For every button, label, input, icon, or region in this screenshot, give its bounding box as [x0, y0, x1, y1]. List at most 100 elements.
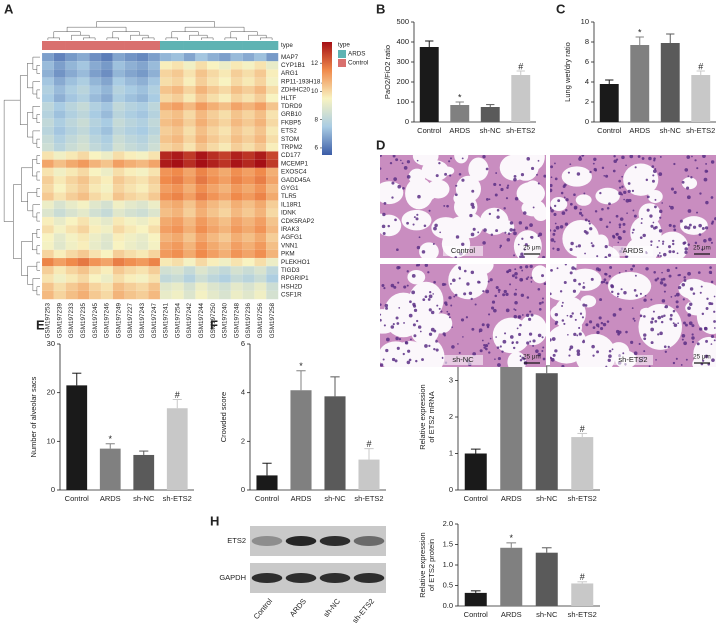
nucleus — [578, 282, 581, 286]
nucleus — [613, 155, 616, 158]
heat-cell — [171, 175, 185, 185]
nucleus — [633, 214, 637, 218]
error-bar — [330, 376, 340, 397]
nucleus — [406, 174, 411, 179]
heat-cell — [41, 159, 55, 169]
nucleus — [700, 285, 703, 288]
x-tick-label: sh-NC — [133, 494, 155, 503]
nucleus — [471, 327, 475, 331]
alveolus — [556, 328, 570, 340]
nucleus — [646, 195, 650, 199]
bar — [324, 396, 346, 490]
nucleus — [673, 228, 677, 232]
heat-cell — [148, 61, 161, 70]
nucleus — [448, 160, 451, 163]
heat-cell — [254, 241, 267, 251]
nucleus — [707, 362, 711, 366]
nucleus — [415, 264, 418, 267]
nucleus — [681, 283, 686, 287]
bar — [290, 390, 312, 490]
sample-label: GSM197242 — [186, 303, 193, 339]
heat-cell — [65, 85, 78, 95]
heat-cell — [266, 225, 279, 234]
nucleus — [385, 337, 390, 342]
nucleus — [460, 318, 465, 322]
nucleus — [563, 183, 567, 187]
nucleus — [554, 349, 558, 353]
nucleus — [675, 300, 679, 304]
nucleus — [593, 157, 597, 161]
type-cell — [136, 41, 149, 50]
heat-cell — [195, 167, 208, 177]
nucleus — [413, 308, 418, 313]
nucleus — [609, 265, 613, 269]
x-tick-label: ARDS — [449, 126, 470, 135]
nucleus — [438, 307, 441, 310]
heat-cell — [124, 257, 137, 267]
nucleus — [569, 202, 573, 206]
heat-cell — [124, 134, 137, 144]
heat-cell — [218, 77, 232, 87]
nucleus — [704, 354, 709, 359]
nucleus — [638, 342, 641, 346]
alveolus — [550, 197, 568, 212]
nucleus — [493, 308, 497, 313]
nucleus — [445, 303, 448, 306]
nucleus — [634, 166, 637, 169]
gene-label: CSF1R — [281, 292, 302, 299]
nucleus — [455, 184, 458, 187]
heat-cell — [41, 110, 55, 120]
y-axis-title: Relative expression — [418, 532, 427, 597]
nucleus — [710, 334, 715, 339]
heat-cell — [218, 175, 232, 185]
heat-cell — [218, 290, 232, 300]
heat-cell — [242, 159, 255, 169]
heat-cell — [53, 216, 67, 226]
y-tick-label: 500 — [396, 17, 409, 26]
heat-cell — [136, 52, 149, 62]
heat-cell — [89, 175, 102, 185]
heat-cell — [171, 184, 185, 193]
nucleus — [438, 161, 441, 165]
y-tick-label: 2.0 — [443, 519, 453, 528]
nucleus — [541, 301, 544, 304]
heat-cell — [218, 134, 232, 144]
nucleus — [552, 247, 555, 250]
nucleus — [524, 226, 529, 230]
heat-cell — [195, 249, 208, 259]
heat-cell — [242, 257, 255, 267]
nucleus — [451, 326, 453, 329]
heat-cell — [77, 249, 90, 259]
panel-letter: F — [210, 317, 218, 332]
nucleus — [529, 264, 533, 269]
nucleus — [630, 340, 634, 344]
nucleus — [659, 254, 662, 258]
type-cell — [219, 41, 232, 50]
heat-cell — [148, 208, 161, 218]
heat-cell — [53, 77, 67, 87]
heat-cell — [242, 61, 255, 70]
heat-cell — [171, 192, 185, 202]
nucleus — [506, 270, 509, 273]
gene-label: GADD45A — [281, 177, 311, 184]
nucleus — [443, 204, 446, 207]
nucleus — [652, 174, 655, 177]
heat-cell — [230, 282, 244, 292]
nucleus — [542, 255, 546, 258]
nucleus — [564, 264, 567, 266]
heat-cell — [89, 257, 102, 267]
nucleus — [391, 181, 395, 185]
nucleus — [654, 319, 658, 323]
nucleus — [649, 214, 653, 218]
y-tick-label: 2 — [241, 436, 245, 445]
nucleus — [550, 338, 552, 342]
nucleus — [417, 194, 421, 199]
type-cell — [53, 41, 66, 50]
heat-cell — [218, 110, 232, 120]
alveolus — [647, 190, 663, 204]
heat-cell — [218, 257, 232, 267]
nucleus — [633, 351, 638, 356]
heat-cell — [254, 52, 267, 62]
nucleus — [567, 333, 569, 336]
nucleus — [651, 179, 655, 183]
